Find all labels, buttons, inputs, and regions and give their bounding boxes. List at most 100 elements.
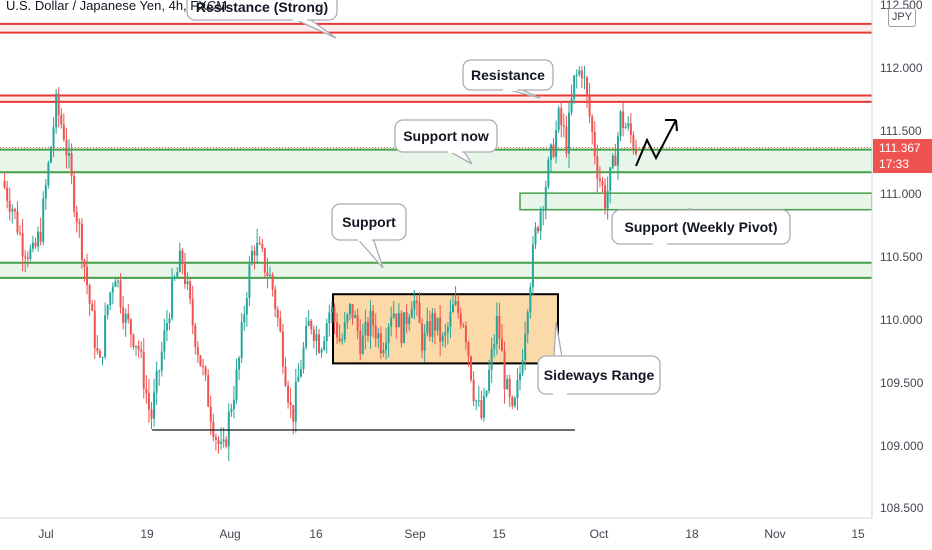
candle-body xyxy=(343,322,346,340)
candle-body xyxy=(276,309,279,319)
candle-body xyxy=(485,390,488,396)
candle-body xyxy=(604,185,607,209)
candle-body xyxy=(153,392,156,419)
candle-body xyxy=(68,153,71,156)
zone-label: Resistance xyxy=(471,67,545,83)
candle-body xyxy=(75,211,78,223)
callout-joint xyxy=(553,391,567,395)
time-tick: Oct xyxy=(590,527,609,541)
candle-body xyxy=(413,300,416,309)
candle-body xyxy=(135,345,138,348)
candle-body xyxy=(537,227,540,232)
candle-body xyxy=(305,326,308,348)
candle-body xyxy=(204,366,207,376)
candle-body xyxy=(256,242,259,256)
candle-body xyxy=(142,351,145,389)
time-tick: 18 xyxy=(685,527,699,541)
candle-body xyxy=(122,307,125,323)
candle-body xyxy=(160,351,163,371)
candle-body xyxy=(421,323,424,351)
price-tick: 109.000 xyxy=(880,439,924,453)
candle-body xyxy=(3,181,6,188)
candle-body xyxy=(183,264,186,285)
candle-body xyxy=(477,400,480,402)
candle-body xyxy=(263,248,266,273)
candle-body xyxy=(31,242,34,249)
candle-body xyxy=(147,393,150,410)
candle-body xyxy=(372,310,375,326)
candle-body xyxy=(181,250,184,265)
time-tick: Jul xyxy=(38,527,53,541)
candle-body xyxy=(573,75,576,99)
candle-body xyxy=(542,209,545,211)
candle-body xyxy=(377,333,380,339)
candle-body xyxy=(493,343,496,349)
support-zone-fill xyxy=(0,149,872,173)
candle-body xyxy=(209,406,212,422)
forecast-arrow-head xyxy=(665,119,678,132)
candle-body xyxy=(98,350,101,358)
candle-body xyxy=(606,190,609,209)
candle-body xyxy=(403,312,406,343)
candle-body xyxy=(359,331,362,354)
candle-body xyxy=(310,320,313,330)
candle-body xyxy=(436,317,439,331)
candle-body xyxy=(42,198,45,242)
candle-body xyxy=(472,379,475,402)
candle-body xyxy=(336,322,339,338)
candle-body xyxy=(109,292,112,305)
candle-body xyxy=(145,388,148,394)
candle-body xyxy=(374,325,377,339)
candle-body xyxy=(29,248,32,259)
time-tick: Sep xyxy=(404,527,426,541)
support-zone-fill xyxy=(0,262,872,278)
candle-body xyxy=(207,375,210,407)
candle-body xyxy=(194,325,197,348)
candle-body xyxy=(253,251,256,256)
candle-body xyxy=(390,317,393,327)
candle-body xyxy=(369,310,372,336)
symbol-title: U.S. Dollar / Japanese Yen, 4h, FXCM xyxy=(6,0,228,13)
callout-joint xyxy=(358,237,372,241)
zones-layer xyxy=(0,22,873,365)
candle-body xyxy=(302,347,305,370)
candle-body xyxy=(220,441,223,445)
candle-body xyxy=(140,349,143,352)
candle-body xyxy=(549,144,552,160)
candle-body xyxy=(186,281,189,285)
candle-body xyxy=(47,162,50,186)
candle-body xyxy=(129,319,132,335)
candle-body xyxy=(19,232,22,234)
candle-body xyxy=(55,93,58,128)
time-axis-bg xyxy=(0,518,932,550)
candle-body xyxy=(171,278,174,319)
time-tick: 19 xyxy=(140,527,154,541)
candle-body xyxy=(627,123,630,127)
price-tick: 109.500 xyxy=(880,376,924,390)
callout-joint xyxy=(448,149,462,153)
candle-body xyxy=(552,144,555,157)
candle-body xyxy=(495,316,498,344)
candle-body xyxy=(39,231,42,242)
candle-body xyxy=(127,313,130,320)
candle-body xyxy=(578,70,581,75)
candle-body xyxy=(111,286,114,293)
candle-body xyxy=(225,439,228,447)
candle-body xyxy=(26,257,29,259)
candle-body xyxy=(565,126,568,154)
candle-body xyxy=(116,280,119,282)
candle-body xyxy=(250,251,253,265)
candle-body xyxy=(158,370,161,372)
resistance-zone-fill xyxy=(0,95,872,102)
callout-box xyxy=(611,209,791,245)
candle-body xyxy=(470,356,473,380)
bar-countdown: 17:33 xyxy=(879,157,910,171)
candle-body xyxy=(356,315,359,332)
candle-body xyxy=(93,310,96,349)
candle-body xyxy=(482,395,485,418)
forecast-arrow-path xyxy=(635,119,677,167)
candle-body xyxy=(199,355,202,366)
currency-badge[interactable]: JPY xyxy=(888,8,916,27)
